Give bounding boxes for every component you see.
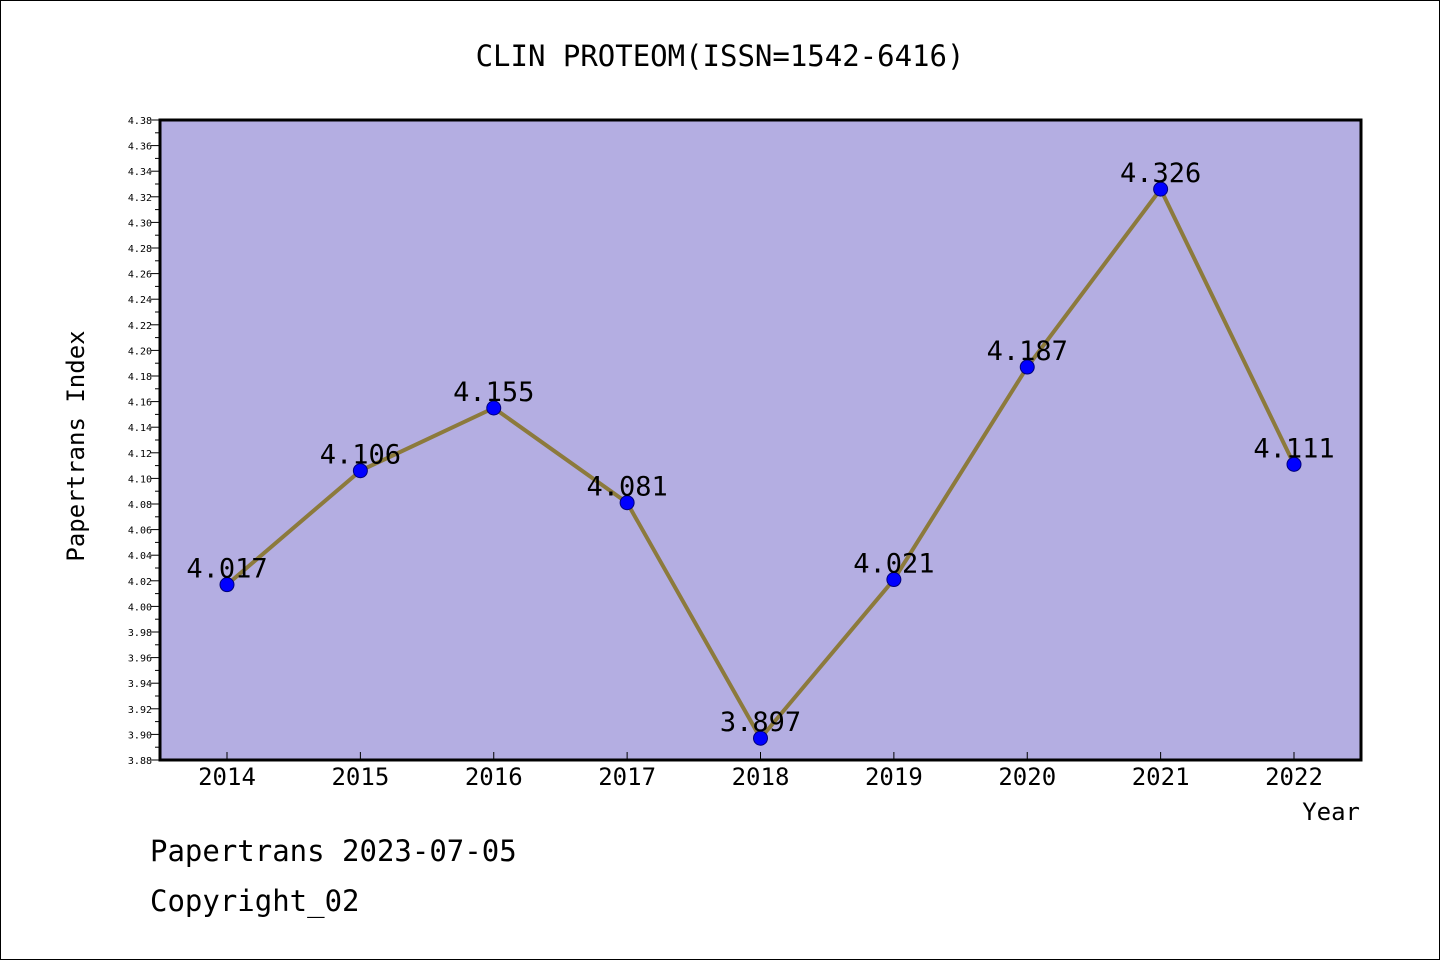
y-tick-label: 4.16	[128, 398, 152, 409]
y-tick-label: 4.30	[128, 218, 152, 229]
y-tick-label: 4.00	[128, 602, 152, 613]
x-axis-label: Year	[1302, 798, 1360, 826]
data-label: 4.017	[186, 554, 267, 585]
x-tick-label: 2021	[1132, 763, 1190, 791]
y-tick-label: 4.08	[128, 500, 152, 511]
y-tick-label: 4.12	[128, 449, 152, 460]
y-tick-label: 4.32	[128, 193, 152, 204]
data-label: 4.155	[453, 377, 534, 408]
y-tick-label: 4.36	[128, 142, 152, 153]
y-tick-label: 4.18	[128, 372, 152, 383]
x-tick-label: 2014	[198, 763, 256, 791]
y-axis: 3.88 3.90 3.92 3.94 3.96 3.98 4.00 4.02 4.04 4.06…	[128, 116, 160, 767]
x-tick-label: 2018	[732, 763, 790, 791]
plot-area	[158, 118, 1363, 762]
data-point	[486, 400, 502, 416]
y-tick-label: 4.04	[128, 551, 152, 562]
data-point	[1286, 456, 1302, 472]
y-tick-label: 3.98	[128, 628, 152, 639]
data-point	[753, 730, 768, 746]
data-label: 4.106	[320, 440, 401, 471]
y-axis-label: Papertrans Index	[62, 330, 90, 561]
x-tick-label: 2015	[331, 763, 389, 791]
y-tick-label: 4.22	[128, 321, 152, 332]
x-tick-label: 2019	[865, 763, 923, 791]
y-tick-label: 4.38	[128, 116, 152, 127]
y-tick-label: 4.20	[128, 346, 152, 357]
x-tick-label: 2017	[598, 763, 656, 791]
data-point	[1019, 359, 1035, 375]
y-tick-label: 4.10	[128, 474, 152, 485]
y-tick-label: 3.96	[128, 654, 152, 665]
y-tick-label: 4.28	[128, 244, 152, 255]
data-point	[619, 495, 635, 511]
x-tick-label: 2016	[465, 763, 523, 791]
x-tick-label: 2022	[1265, 763, 1323, 791]
data-label: 4.187	[987, 336, 1068, 367]
y-tick-label: 4.24	[128, 295, 152, 306]
data-point	[1153, 181, 1169, 197]
data-label: 4.326	[1120, 158, 1201, 189]
data-label: 4.081	[586, 472, 667, 503]
chart-title: CLIN PROTEOM(ISSN=1542-6416)	[476, 39, 965, 73]
x-axis: 2014 2015 2016 2017 2018 2019 2020 2021 2022	[198, 752, 1323, 791]
data-labels: 4.017 4.106 4.155 4.081 3.897 4.021 4.187 4.326…	[186, 158, 1334, 738]
footer-date: Papertrans 2023-07-05	[150, 834, 517, 868]
data-label: 4.111	[1253, 433, 1334, 464]
y-tick-label: 4.34	[128, 167, 152, 178]
data-point	[219, 577, 235, 593]
y-tick-label: 4.26	[128, 270, 152, 281]
data-label: 4.021	[853, 549, 934, 580]
y-tick-label: 3.94	[128, 679, 152, 690]
data-markers	[219, 181, 1302, 746]
data-label: 3.897	[720, 707, 801, 738]
y-tick-label: 3.92	[128, 705, 152, 716]
footer-copyright: Copyright_02	[150, 884, 360, 918]
data-point	[352, 463, 368, 479]
y-tick-label: 4.14	[128, 423, 152, 434]
y-tick-label: 4.02	[128, 577, 152, 588]
data-point	[886, 572, 902, 588]
x-tick-label: 2020	[998, 763, 1056, 791]
y-tick-label: 3.90	[128, 730, 152, 741]
y-tick-label: 3.88	[128, 756, 152, 767]
y-tick-label: 4.06	[128, 526, 152, 537]
